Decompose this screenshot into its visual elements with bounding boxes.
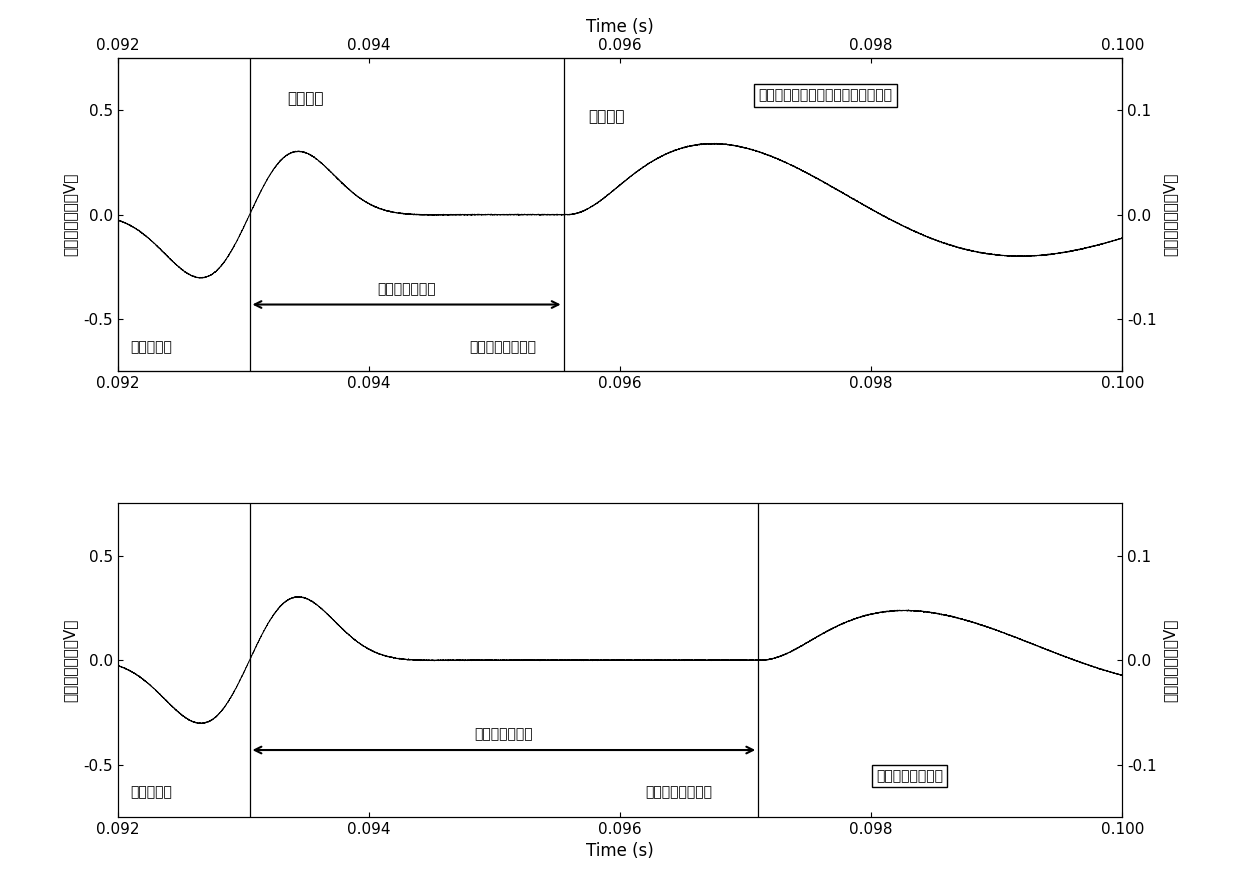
Y-axis label: 激励信号电压（V）: 激励信号电压（V） [63, 618, 78, 702]
Text: 剪切波传播时间: 剪切波传播时间 [377, 282, 436, 297]
Text: 剪切波初达时间点: 剪切波初达时间点 [645, 786, 712, 799]
Y-axis label: 接收信号电压（V）: 接收信号电压（V） [1162, 618, 1177, 702]
Y-axis label: 接收信号电压（V）: 接收信号电压（V） [1162, 173, 1177, 257]
Text: 激励时间点: 激励时间点 [130, 786, 172, 799]
Text: 重塑土样测试信号: 重塑土样测试信号 [877, 769, 944, 783]
Text: 激励时间点: 激励时间点 [130, 340, 172, 354]
X-axis label: Time (s): Time (s) [587, 19, 653, 36]
Text: 激励信号: 激励信号 [288, 91, 324, 106]
Text: 接收信号: 接收信号 [589, 109, 625, 124]
Text: 剪切波传播时间: 剪切波传播时间 [475, 727, 533, 741]
Y-axis label: 激励信号电压（V）: 激励信号电压（V） [63, 173, 78, 257]
X-axis label: Time (s): Time (s) [587, 843, 653, 860]
Text: 取样扰动后无应力状态土样测试信号: 取样扰动后无应力状态土样测试信号 [759, 89, 893, 102]
Text: 剪切波初达时间点: 剪切波初达时间点 [470, 340, 537, 354]
